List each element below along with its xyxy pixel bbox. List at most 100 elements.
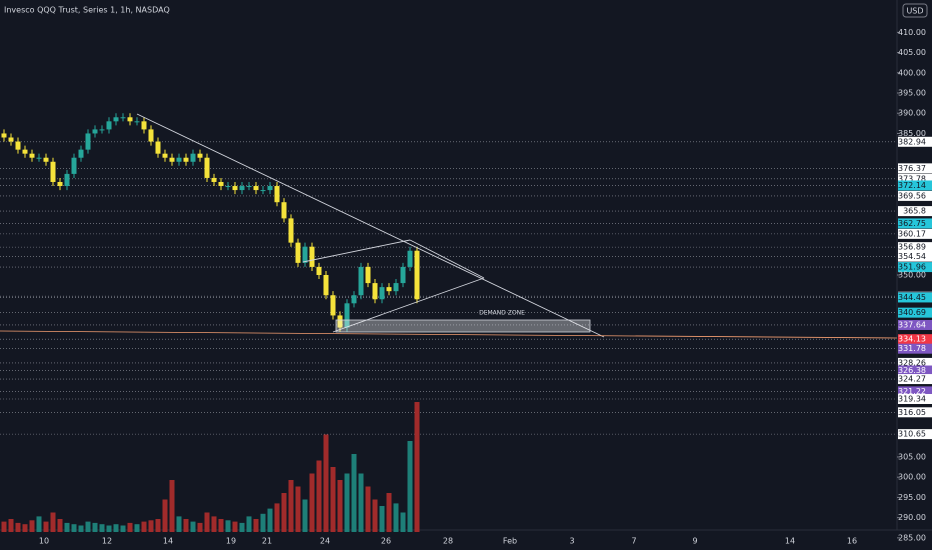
volume-bar xyxy=(302,499,308,532)
level-label: 328.26 xyxy=(898,358,926,367)
level-tag xyxy=(898,319,932,330)
level-label: 326.38 xyxy=(898,366,926,375)
candle-body xyxy=(267,186,273,191)
candle-body xyxy=(29,153,35,158)
y-tick-label: 400.00 xyxy=(898,68,926,77)
volume-bar xyxy=(323,434,329,532)
level-tag xyxy=(898,343,932,354)
volume-bar xyxy=(50,512,56,532)
candle-body xyxy=(169,157,175,162)
candle-body xyxy=(225,186,231,188)
volume-bar xyxy=(253,519,259,532)
volume-bar xyxy=(232,521,238,532)
volume-bar xyxy=(148,520,154,532)
candle-body xyxy=(162,153,168,158)
volume-bar xyxy=(239,522,245,532)
volume-bar xyxy=(379,506,385,532)
level-label: 373.78 xyxy=(898,174,926,183)
level-label: 344.45 xyxy=(898,293,926,302)
level-label: 340.69 xyxy=(898,308,926,317)
volume-bar xyxy=(36,516,42,532)
volume-bar xyxy=(1,521,7,532)
candle-body xyxy=(372,283,378,300)
y-tick-label: 395.00 xyxy=(898,89,926,98)
volume-bar xyxy=(218,519,224,532)
candle-body xyxy=(309,246,315,267)
volume-bar xyxy=(295,486,301,532)
volume-bar xyxy=(414,402,420,532)
volume-bar xyxy=(274,503,280,532)
level-label: 351.96 xyxy=(898,263,926,272)
currency[interactable]: USD xyxy=(906,7,923,16)
candle-body xyxy=(253,186,259,191)
candle-body xyxy=(50,161,56,182)
volume-bar xyxy=(281,493,287,532)
volume-bar xyxy=(22,524,28,532)
trend-line xyxy=(136,113,605,338)
y-tick-label: 410.00 xyxy=(898,28,926,37)
volume-bar xyxy=(134,524,140,532)
volume-bar xyxy=(141,521,147,532)
candle-body xyxy=(232,186,238,191)
candle-body xyxy=(64,173,70,187)
currency-box[interactable] xyxy=(902,3,928,18)
candle-body xyxy=(85,133,91,150)
demand-zone-label: DEMAND ZONE xyxy=(479,310,525,317)
x-tick-label: 14 xyxy=(785,537,795,546)
y-tick-label: 390.00 xyxy=(898,109,926,118)
candle-body xyxy=(323,275,329,296)
volume-bar xyxy=(113,524,119,532)
volume-bar xyxy=(162,499,168,532)
candle-body xyxy=(274,186,280,203)
x-tick-label: 16 xyxy=(847,537,857,546)
candle-body xyxy=(337,315,343,328)
level-tag xyxy=(898,292,932,303)
candle-body xyxy=(330,295,336,316)
candle-body xyxy=(71,157,77,174)
volume-bar xyxy=(57,519,63,532)
x-tick-label: 19 xyxy=(226,537,236,546)
candle-body xyxy=(393,283,399,292)
level-label: 365.8 xyxy=(903,207,926,216)
x-tick-label: 10 xyxy=(39,537,49,546)
y-tick-label: 300.00 xyxy=(898,473,926,482)
level-tag xyxy=(898,407,932,418)
volume-bar xyxy=(92,522,98,532)
x-tick-label: 7 xyxy=(631,537,636,546)
level-label: 354.54 xyxy=(898,252,926,261)
volume-bar xyxy=(64,522,70,532)
level-label: 372.14 xyxy=(898,181,926,190)
level-tag xyxy=(898,307,932,318)
volume-bar xyxy=(372,499,378,532)
candle-body xyxy=(78,149,84,158)
x-tick-label: 9 xyxy=(692,537,697,546)
x-tick-label: 3 xyxy=(569,537,574,546)
volume-bar xyxy=(8,519,14,532)
level-label: 324.27 xyxy=(898,375,926,384)
x-tick-label: 14 xyxy=(163,537,173,546)
level-label: 360.17 xyxy=(898,229,926,238)
level-label: 369.56 xyxy=(898,191,926,200)
candle-body xyxy=(43,157,49,162)
y-tick-label: 290.00 xyxy=(898,513,926,522)
x-tick-label: 28 xyxy=(443,537,453,546)
level-tag xyxy=(898,218,932,229)
volume-bar xyxy=(155,519,161,532)
candle-body xyxy=(15,141,21,150)
candle-body xyxy=(218,181,224,187)
y-tick-label: 305.00 xyxy=(898,452,926,461)
level-tag xyxy=(898,357,932,368)
volume-bar xyxy=(344,473,350,532)
level-tag xyxy=(898,262,932,273)
x-tick-label: 21 xyxy=(262,537,272,546)
level-tag xyxy=(898,173,932,184)
candle-body xyxy=(120,117,126,119)
trend-line xyxy=(409,239,485,279)
volume-bar xyxy=(183,519,189,532)
candle-body xyxy=(358,266,364,296)
candle-body xyxy=(36,157,42,159)
candle-body xyxy=(365,266,371,284)
candle-body xyxy=(400,266,406,284)
